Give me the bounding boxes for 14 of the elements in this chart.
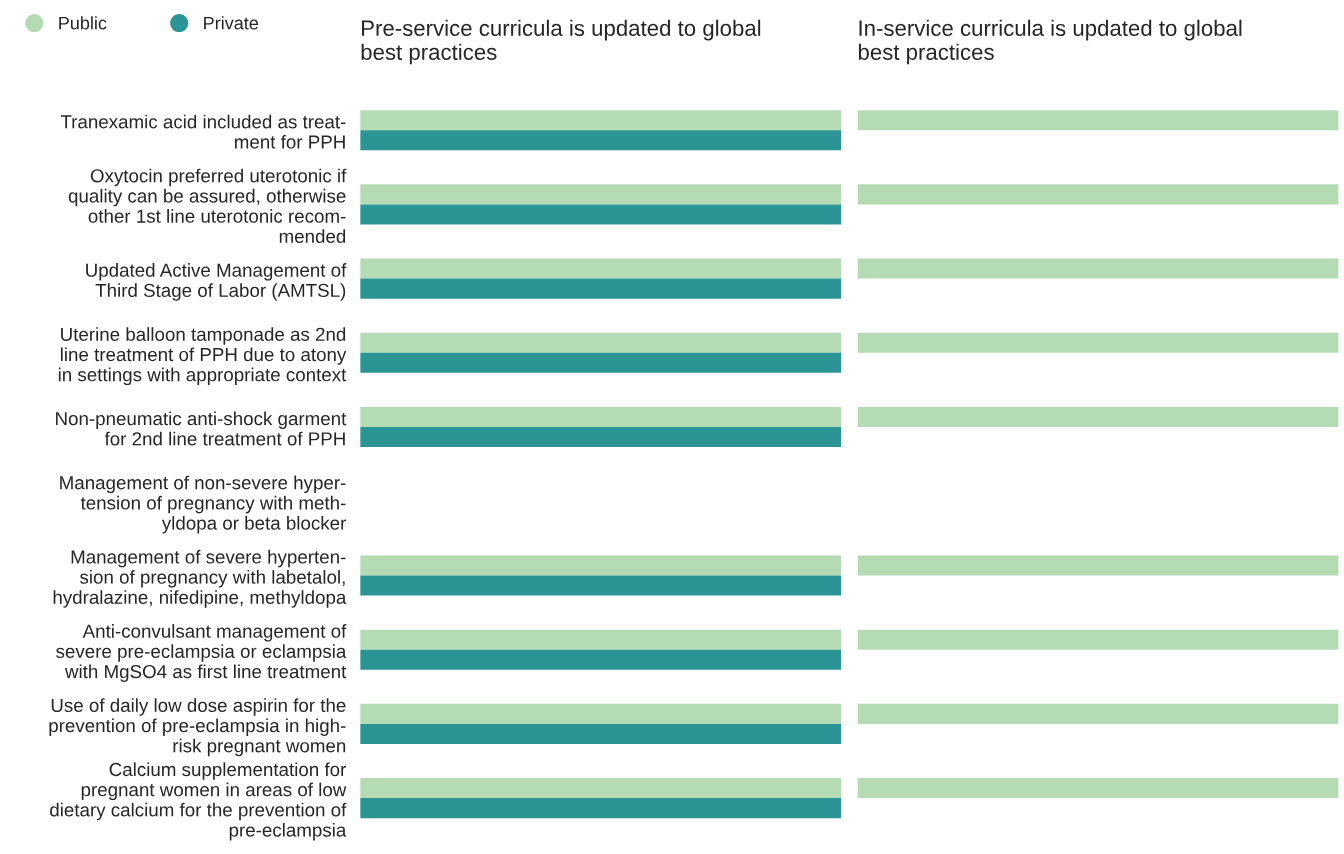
y-tick-label: Anti-convulsant management of severe pre-eclampsia or eclampsia with MgSO4 as first line treatment <box>56 624 347 682</box>
y-tick-label: Tranexamic acid included as treat- ment for PPH <box>60 114 346 149</box>
y-tick-label: Uterine balloon tamponade as 2nd line treatment of PPH due to atony in settings with appropriate context <box>58 327 347 386</box>
chart-title: In-service curricula is updated to global best practices <box>858 19 1242 65</box>
y-tick-label: Use of daily low dose aspirin for the prevention of pre-eclampsia in high- risk pregnant women <box>49 698 346 757</box>
y-tick-label: Updated Active Management of Third Stage of Labor (AMTSL) <box>86 263 347 301</box>
y-tick-label: Non-pneumatic anti-shock garment for 2nd line treatment of PPH <box>56 411 347 446</box>
y-tick-label: Oxytocin preferred uterotonic if quality can be assured, otherwise other 1st line uterotonic recom- mended <box>68 168 347 244</box>
chart-title: Pre-service curricula is updated to global best practices <box>361 19 761 65</box>
y-tick-label: Calcium supplementation for pregnant women in areas of low dietary calcium for the prevention of pre-eclampsia <box>50 762 347 841</box>
legend-label: Public <box>59 16 107 30</box>
y-tick-label: Management of non-severe hyper- tension of pregnancy with meth- yldopa or beta blocker <box>60 475 347 534</box>
legend-label: Private <box>204 16 259 30</box>
y-tick-label: Management of severe hyperten- sion of pregnancy with labetalol, hydralazine, nifedipine, methyldopa <box>53 549 347 608</box>
